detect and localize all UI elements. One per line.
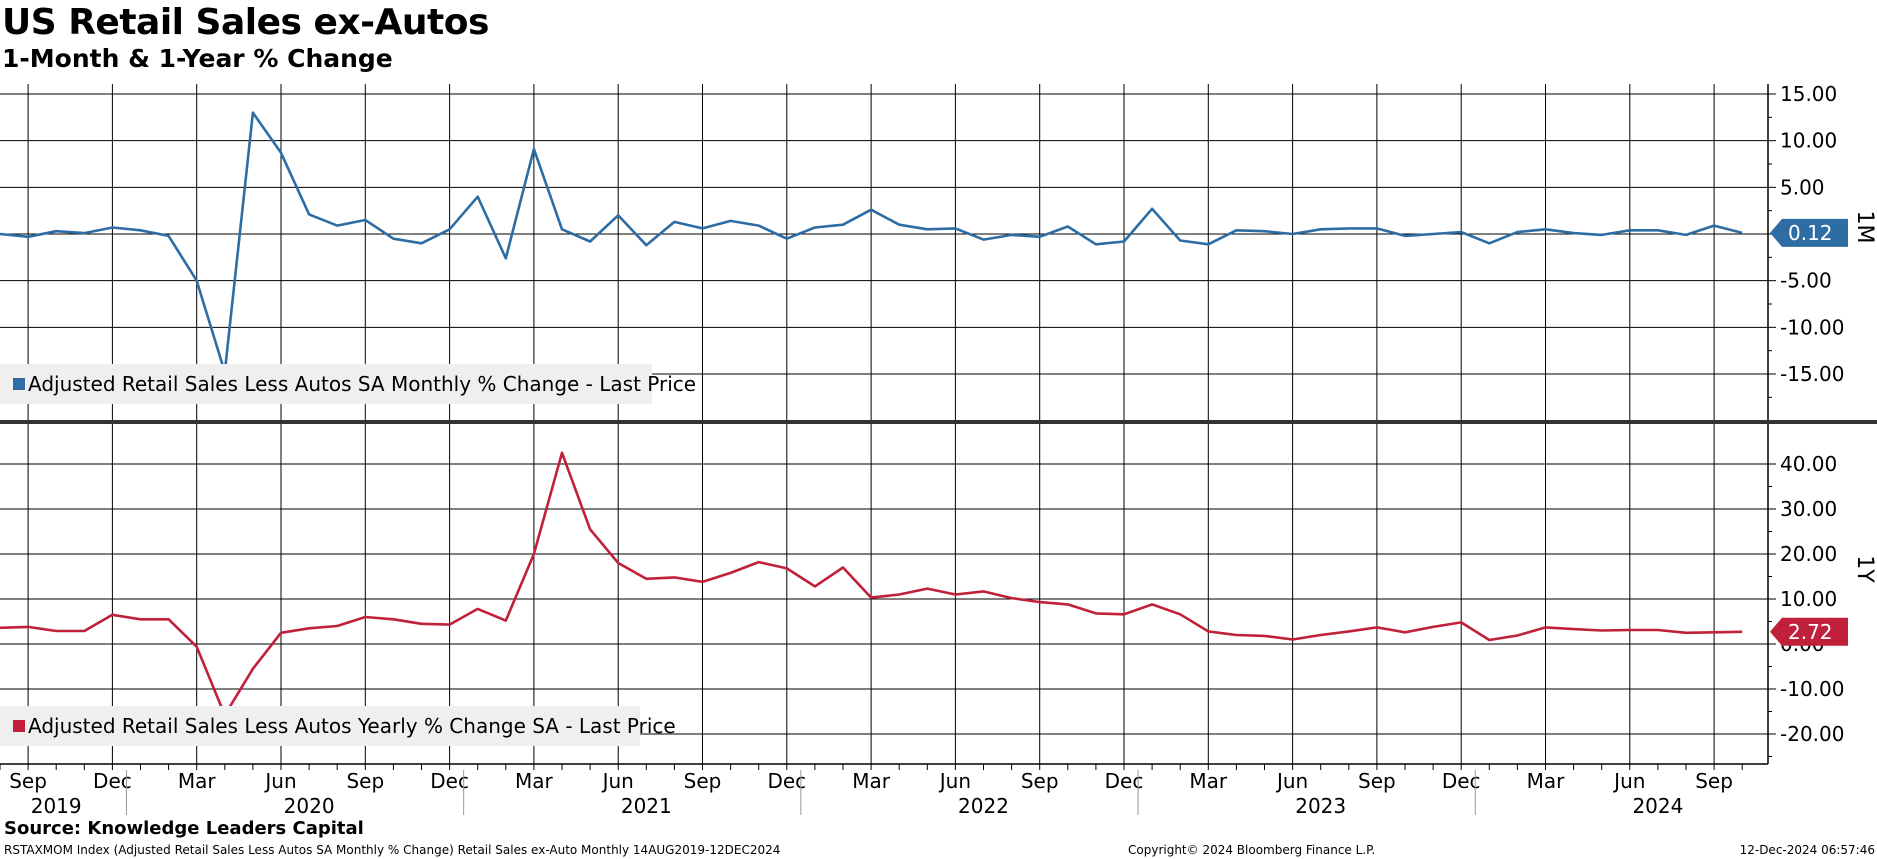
x-year-label: 2022 [958,794,1009,818]
x-tick-label: Dec [1442,769,1481,793]
timestamp: 12-Dec-2024 06:57:46 [1739,843,1875,857]
x-tick-label: Mar [178,769,217,793]
legend-label: Adjusted Retail Sales Less Autos Yearly … [28,714,676,738]
x-tick-label: Dec [767,769,806,793]
x-tick-label: Mar [515,769,554,793]
y-tick-label: 10.00 [1780,587,1837,611]
last-value-marker [1770,617,1848,646]
y-tick-label: 10.00 [1780,129,1837,153]
x-year-label: 2021 [621,794,672,818]
yearly-change-panel: 40.0030.0020.0010.000.00-10.00-20.002.72… [0,424,1877,764]
x-year-label: 2019 [31,794,82,818]
x-tick-label: Mar [1527,769,1566,793]
series-line [0,111,1743,374]
source-note: Source: Knowledge Leaders Capital [4,818,364,839]
x-tick-label: Sep [346,769,384,793]
y-tick-label: -5.00 [1780,269,1832,293]
monthly-change-panel: 15.00 10.00 5.00 -5.00 -10.00 -15.00 0.12 1M Adj… [0,82,1877,420]
x-axis: Sep Dec Mar Jun Sep Dec Mar Jun Sep Dec Mar Jun Sep D… [0,420,1877,818]
y-tick-label: -15.00 [1780,362,1844,386]
last-value-label: 2.72 [1788,620,1833,644]
y-tick-label: 40.00 [1780,452,1837,476]
x-tick-label: Jun [1612,769,1645,793]
last-value-marker [1770,218,1848,247]
x-tick-label: Sep [1358,769,1396,793]
y-tick-label: 5.00 [1780,175,1825,199]
x-tick-label: Jun [263,769,296,793]
legend-swatch [13,378,25,390]
series-line [0,451,1743,717]
y-tick-label: 30.00 [1780,497,1837,521]
x-tick-label: Sep [1695,769,1733,793]
chart-subtitle: 1-Month & 1-Year % Change [2,44,393,73]
legend-swatch [13,720,25,732]
legend-background [0,706,640,746]
x-tick-label: Mar [852,769,891,793]
x-tick-label: Sep [684,769,722,793]
x-tick-label: Jun [938,769,971,793]
x-year-label: 2024 [1632,794,1683,818]
y-tick-label: -10.00 [1780,677,1844,701]
panel-label: 1M [1852,211,1877,244]
x-year-label: 2020 [284,794,335,818]
legend-label: Adjusted Retail Sales Less Autos SA Mont… [28,372,696,396]
x-tick-label: Dec [93,769,132,793]
index-description: RSTAXMOM Index (Adjusted Retail Sales Le… [4,843,781,857]
panel-label: 1Y [1852,555,1877,583]
x-tick-label: Jun [1275,769,1308,793]
y-tick-label: 20.00 [1780,542,1837,566]
x-tick-label: Dec [1105,769,1144,793]
x-tick-label: Jun [601,769,634,793]
x-tick-label: Mar [1189,769,1228,793]
x-tick-label: Sep [9,769,47,793]
y-tick-label: 15.00 [1780,82,1837,106]
x-year-label: 2023 [1295,794,1346,818]
last-value-label: 0.12 [1788,221,1833,245]
x-tick-label: Sep [1021,769,1059,793]
y-tick-label: -20.00 [1780,722,1844,746]
x-tick-label: Dec [430,769,469,793]
legend-background [0,364,652,404]
chart-title: US Retail Sales ex-Autos [2,2,489,43]
y-tick-label: -10.00 [1780,315,1844,339]
copyright-note: Copyright© 2024 Bloomberg Finance L.P. [1128,843,1376,857]
